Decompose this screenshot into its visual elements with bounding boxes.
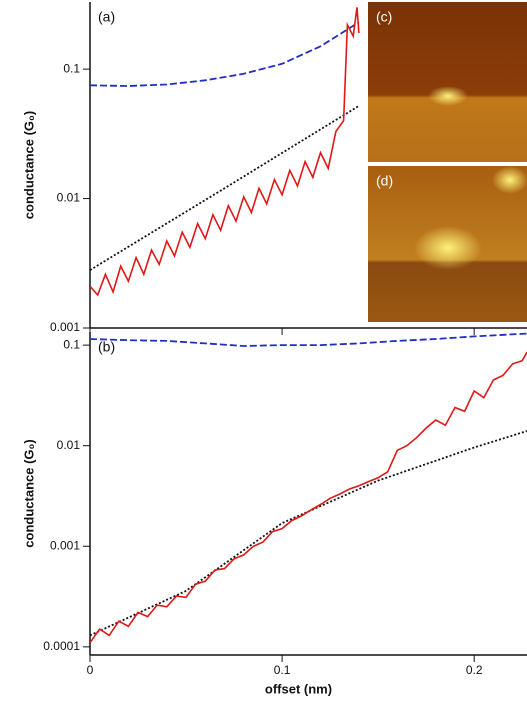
inset-feature <box>428 86 468 106</box>
y-tick-label: 0.001 <box>50 538 80 552</box>
x-axis-label: offset (nm) <box>265 681 332 696</box>
x-tick-label: 0.2 <box>466 663 483 677</box>
data-line <box>90 430 527 637</box>
x-tick-label: 0 <box>87 663 94 677</box>
panel: 0.001 0.01 0.1 (a) conductance (G₀) <box>21 2 527 335</box>
x-tick-label: 0.1 <box>274 663 291 677</box>
data-line <box>90 332 527 347</box>
y-axis-label: conductance (G₀) <box>21 111 36 219</box>
y-tick-label: 0.01 <box>57 191 81 205</box>
inset-feature <box>414 226 482 270</box>
y-tick-label: 0.0001 <box>43 639 80 653</box>
data-line <box>90 7 360 297</box>
y-axis-label: conductance (G₀) <box>21 439 36 547</box>
y-tick-label: 0.001 <box>50 320 80 334</box>
y-tick-label: 0.1 <box>63 61 80 75</box>
inset-feature <box>492 166 527 194</box>
panel: 0.0001 0.001 0.01 0.1 0 0.1 0.2 (b) conductance … <box>21 332 527 696</box>
panel-label: (b) <box>98 339 115 355</box>
inset-label: (d) <box>376 173 393 189</box>
y-tick-label: 0.1 <box>63 337 80 351</box>
inset-d: (d) <box>368 166 527 322</box>
data-line <box>90 351 527 644</box>
y-tick-label: 0.01 <box>57 438 81 452</box>
data-line <box>90 105 360 271</box>
inset-label: (c) <box>376 9 392 25</box>
inset-image <box>368 2 527 162</box>
data-line <box>90 21 360 87</box>
panel-label: (a) <box>98 9 115 25</box>
inset-c: (c) <box>368 2 527 162</box>
